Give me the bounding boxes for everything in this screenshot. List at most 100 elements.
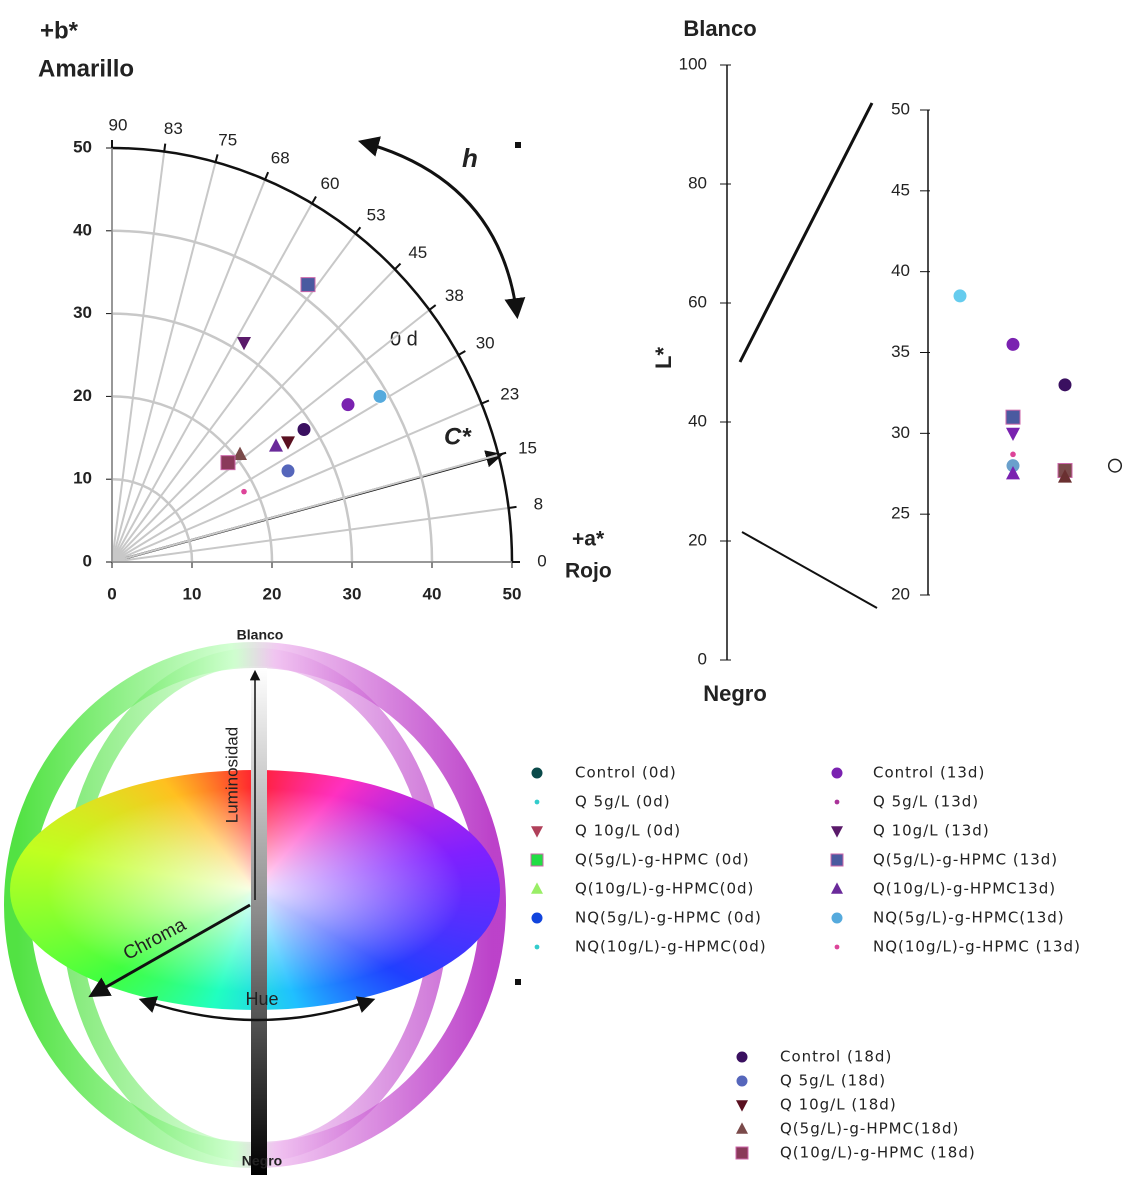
data-point	[241, 489, 247, 495]
hue-tick-label: 45	[408, 243, 427, 262]
data-point	[297, 423, 311, 437]
hue-tick-label: 68	[271, 149, 290, 168]
y2-tick-label: 40	[891, 261, 910, 280]
legend-label: Q(10g/L)-g-HPMC(0d)	[575, 880, 754, 898]
dot	[515, 979, 521, 985]
y-tick-label: 0	[83, 551, 92, 570]
hue-tick-label: 38	[445, 286, 464, 305]
hue-tick-label: 8	[534, 495, 543, 514]
data-point	[1006, 337, 1020, 351]
hue-annotation: h	[462, 143, 478, 173]
legend-marker	[531, 882, 543, 893]
y-tick-label: 30	[73, 303, 92, 322]
y-tick-label: 0	[698, 649, 707, 668]
zoom-line	[742, 532, 877, 608]
legend-label: Control (18d)	[780, 1048, 892, 1066]
hue-arrow	[362, 142, 517, 315]
hue-tick-label: 90	[109, 115, 128, 134]
y2-tick-label: 45	[891, 180, 910, 199]
data-point	[281, 436, 295, 449]
legend-marker	[736, 1075, 748, 1087]
legend-label: Q 10g/L (13d)	[873, 822, 990, 840]
y-tick-label: 100	[679, 54, 707, 73]
y2-tick-label: 30	[891, 423, 910, 442]
radial-grid-line	[112, 455, 498, 562]
radial-grid-line	[112, 355, 458, 562]
y-subtitle: Amarillo	[38, 55, 134, 82]
hue-label: Hue	[245, 989, 278, 1009]
x-subtitle: Rojo	[565, 560, 612, 583]
y-tick-label: 20	[688, 530, 707, 549]
legend-label: NQ(10g/L)-g-HPMC(0d)	[575, 938, 767, 956]
y2-tick-label: 25	[891, 504, 910, 523]
data-point	[269, 438, 283, 451]
legend-marker	[736, 1122, 748, 1133]
hue-tick-label: 60	[321, 174, 340, 193]
legend-marker	[736, 1147, 748, 1159]
legend-label: Q 5g/L (13d)	[873, 793, 979, 811]
legend-marker	[831, 912, 843, 924]
hue-tick-label: 0	[537, 551, 546, 570]
lightness-label: Luminosidad	[222, 727, 241, 823]
radial-grid-line	[112, 162, 216, 562]
y-tick-label: 80	[688, 173, 707, 192]
legend-label: Q(5g/L)-g-HPMC(18d)	[780, 1120, 959, 1138]
legend-label: Control (13d)	[873, 764, 985, 782]
radial-grid-line	[112, 404, 482, 562]
legend-marker	[831, 882, 843, 893]
data-point	[373, 389, 387, 403]
data-point	[1109, 459, 1122, 472]
legend-label: NQ(5g/L)-g-HPMC (0d)	[575, 909, 762, 927]
legend-marker	[531, 854, 543, 866]
data-point	[1058, 378, 1072, 392]
x-tick-label: 10	[183, 584, 202, 603]
data-point	[281, 464, 295, 478]
legend-label: Q(10g/L)-g-HPMC (18d)	[780, 1144, 976, 1162]
radial-grid-line	[112, 269, 395, 562]
hue-tick-label: 30	[476, 333, 495, 352]
y-tick-label: 10	[73, 469, 92, 488]
legend-marker	[831, 767, 843, 779]
dot	[515, 142, 521, 148]
legend-marker	[736, 1100, 748, 1111]
data-point	[1006, 428, 1020, 441]
y2-tick-label: 50	[891, 99, 910, 118]
y-title: +b*	[40, 17, 79, 44]
y-tick-label: 40	[73, 220, 92, 239]
y-axis-label: L*	[651, 347, 676, 369]
legend-label: Q 5g/L (18d)	[780, 1072, 886, 1090]
top-label: Blanco	[683, 16, 756, 41]
data-point	[237, 337, 251, 350]
hue-tick-label: 23	[500, 385, 519, 404]
legend-label: Q(5g/L)-g-HPMC (13d)	[873, 851, 1058, 869]
legend-marker	[531, 767, 543, 779]
legend-marker	[535, 800, 540, 805]
legend-marker	[736, 1051, 748, 1063]
x-title: +a*	[572, 528, 605, 551]
data-point	[221, 456, 235, 470]
legend-label: NQ(5g/L)-g-HPMC(13d)	[873, 909, 1065, 927]
legend-label: Control (0d)	[575, 764, 677, 782]
x-tick-label: 50	[503, 584, 522, 603]
y2-tick-label: 20	[891, 584, 910, 603]
legend-label: Q 10g/L (18d)	[780, 1096, 897, 1114]
legend-marker	[535, 945, 540, 950]
data-point	[1010, 452, 1016, 458]
radial-grid-line	[112, 203, 312, 562]
legend-marker	[831, 854, 843, 866]
legend-marker	[835, 945, 840, 950]
x-tick-label: 30	[343, 584, 362, 603]
zoom-line	[740, 103, 872, 362]
sphere-bottom-label: Negro	[242, 1153, 282, 1169]
legend-label: Q 5g/L (0d)	[575, 793, 671, 811]
hue-tick-label: 15	[518, 439, 537, 458]
data-point	[953, 289, 967, 303]
legend-label: Q(5g/L)-g-HPMC (0d)	[575, 851, 750, 869]
radial-grid-line	[112, 152, 164, 562]
legend-marker	[835, 800, 840, 805]
data-point	[1006, 410, 1020, 424]
hue-tick-label: 75	[218, 130, 237, 149]
legend-label: NQ(10g/L)-g-HPMC (13d)	[873, 938, 1081, 956]
y-tick-label: 50	[73, 137, 92, 156]
radial-grid-line	[112, 180, 265, 562]
